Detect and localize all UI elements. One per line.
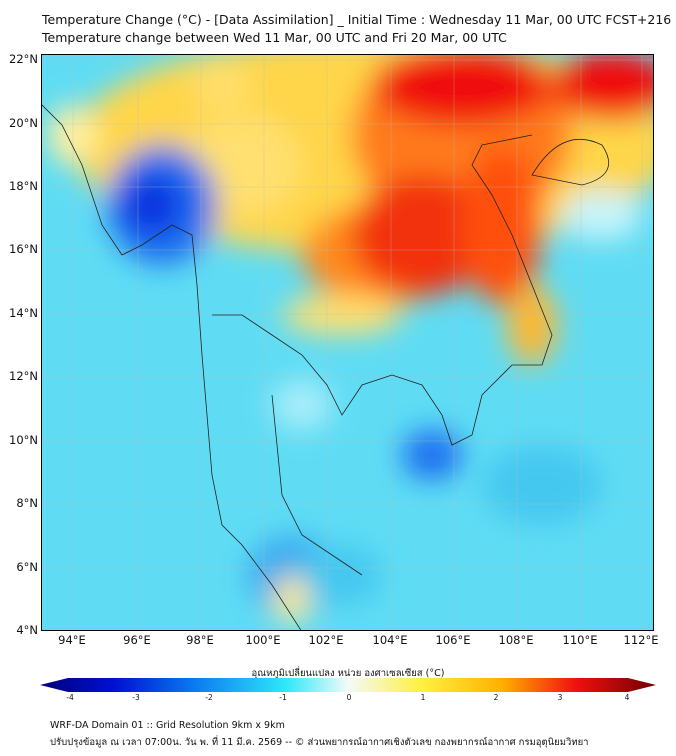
colorbar-tick: 1	[420, 693, 426, 702]
lat-label: 12°N	[9, 369, 38, 383]
temperature-change-map	[41, 54, 654, 631]
lat-label: 6°N	[16, 560, 38, 574]
chart-title: Temperature Change (°C) - [Data Assimila…	[42, 12, 672, 27]
lon-label: 112°E	[623, 633, 659, 647]
lat-label: 8°N	[16, 496, 38, 510]
colorbar-tick: -4	[66, 693, 74, 702]
colorbar-tick: -1	[279, 693, 287, 702]
lat-label: 20°N	[9, 116, 38, 130]
lon-label: 100°E	[245, 633, 281, 647]
lon-label: 96°E	[123, 633, 151, 647]
chart-subtitle: Temperature change between Wed 11 Mar, 0…	[42, 30, 507, 45]
colorbar-tick: -3	[132, 693, 140, 702]
colorbar-tick: 4	[624, 693, 630, 702]
lon-label: 106°E	[435, 633, 471, 647]
footer-credit: ปรับปรุงข้อมูล ณ เวลา 07:00น. วัน พ. ที่…	[50, 737, 589, 748]
coastline	[42, 104, 610, 630]
lon-label: 108°E	[498, 633, 534, 647]
lat-label: 16°N	[9, 242, 38, 256]
colorbar-tick: -2	[205, 693, 213, 702]
lon-label: 98°E	[186, 633, 214, 647]
footer-model-info: WRF-DA Domain 01 :: Grid Resolution 9km …	[50, 720, 285, 731]
lat-label: 14°N	[9, 306, 38, 320]
lon-label: 110°E	[562, 633, 598, 647]
lon-label: 104°E	[372, 633, 408, 647]
lat-label: 22°N	[9, 52, 38, 66]
lat-label: 18°N	[9, 179, 38, 193]
colorbar-label: อุณหภูมิเปลี่ยนแปลง หน่วย องศาเซลเซียส (…	[251, 668, 445, 679]
lon-label: 102°E	[308, 633, 344, 647]
colorbar-tick: 2	[493, 693, 499, 702]
colorbar	[40, 678, 656, 692]
lat-label: 4°N	[16, 623, 38, 637]
lon-label: 94°E	[58, 633, 86, 647]
lat-label: 10°N	[9, 433, 38, 447]
colorbar-tick: 3	[557, 693, 563, 702]
colorbar-tick: 0	[346, 693, 352, 702]
